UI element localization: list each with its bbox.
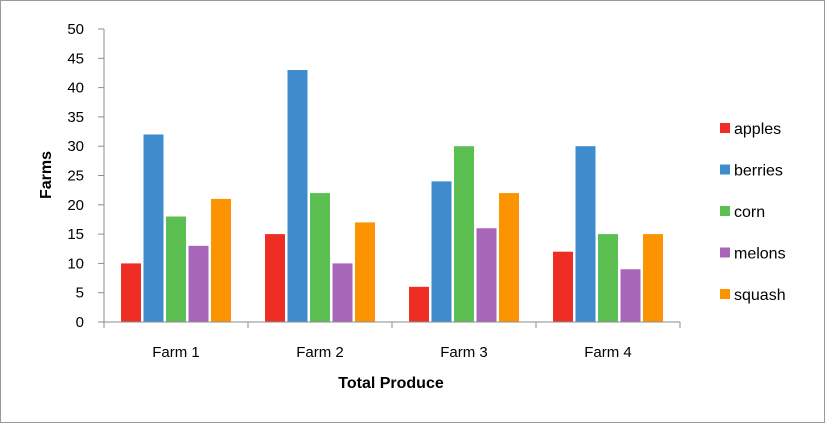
x-tick-label: Farm 4 [584, 344, 632, 361]
bar-squash-4 [643, 234, 663, 322]
bar-corn-3 [454, 146, 474, 322]
bar-berries-2 [287, 70, 308, 323]
legend-swatch-corn [720, 206, 730, 216]
bar-squash-2 [355, 222, 375, 322]
legend-label-apples: apples [734, 121, 781, 138]
x-tick-label: Farm 3 [440, 344, 488, 361]
y-ticks: 0 5 10 15 20 25 30 35 40 45 50 [67, 21, 104, 331]
x-tick-label: Farm 2 [296, 344, 344, 361]
y-tick-label: 0 [76, 314, 84, 331]
y-tick-label: 15 [67, 226, 84, 243]
y-tick-label: 40 [67, 80, 84, 97]
y-tick-label: 45 [67, 50, 84, 67]
y-tick-label: 5 [76, 285, 84, 302]
bar-melons-1 [188, 245, 209, 322]
legend-swatch-apples [720, 123, 730, 133]
bar-melons-3 [476, 228, 497, 322]
x-tick-label: Farm 1 [152, 344, 200, 361]
bar-squash-1 [211, 198, 231, 322]
bar-apples-3 [409, 286, 429, 322]
x-axis-title: Total Produce [338, 375, 444, 392]
bars-layer [121, 70, 663, 323]
y-tick-label: 50 [67, 21, 84, 38]
bar-melons-2 [332, 263, 353, 322]
bar-corn-2 [310, 193, 330, 322]
bar-berries-4 [575, 146, 596, 322]
legend-label-berries: berries [734, 163, 783, 180]
y-tick-label: 25 [67, 168, 84, 185]
bar-berries-1 [143, 134, 164, 322]
bar-melons-4 [620, 269, 641, 322]
bar-apples-2 [265, 234, 285, 322]
bar-berries-3 [431, 181, 452, 322]
y-axis-title: Farms [38, 151, 55, 199]
x-ticks: Farm 1 Farm 2 Farm 3 Farm 4 [103, 322, 681, 361]
y-tick-label: 35 [67, 109, 84, 126]
legend-label-melons: melons [734, 246, 786, 263]
legend-swatch-berries [720, 164, 730, 175]
y-tick-label: 30 [67, 138, 84, 155]
legend-label-squash: squash [734, 287, 786, 304]
bar-apples-1 [121, 263, 141, 322]
legend-label-corn: corn [734, 204, 765, 221]
bar-corn-4 [598, 234, 618, 322]
y-tick-label: 10 [67, 255, 84, 272]
bar-corn-1 [166, 216, 186, 322]
y-tick-label: 20 [67, 197, 84, 214]
legend-swatch-melons [720, 247, 730, 258]
bar-squash-3 [499, 193, 519, 322]
bar-apples-4 [553, 251, 573, 322]
legend-swatch-squash [720, 289, 730, 299]
legend: apples berries corn melons squash [720, 121, 786, 304]
